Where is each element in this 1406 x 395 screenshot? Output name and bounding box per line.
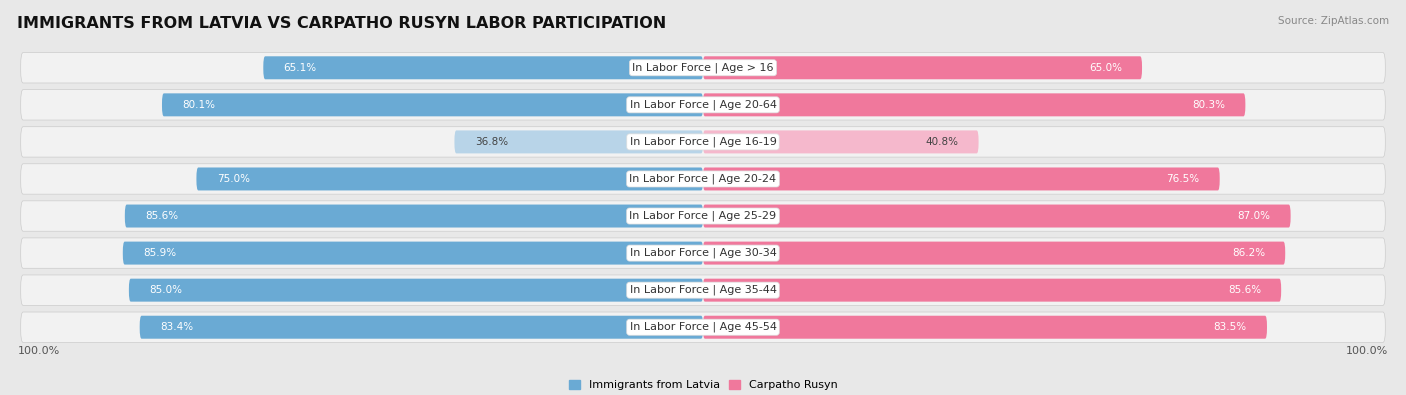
FancyBboxPatch shape [703,167,1219,190]
Text: In Labor Force | Age 16-19: In Labor Force | Age 16-19 [630,137,776,147]
FancyBboxPatch shape [703,242,1285,265]
FancyBboxPatch shape [21,164,1385,194]
Text: 36.8%: 36.8% [475,137,508,147]
FancyBboxPatch shape [703,130,979,153]
FancyBboxPatch shape [21,90,1385,120]
Text: 40.8%: 40.8% [925,137,959,147]
FancyBboxPatch shape [21,201,1385,231]
Text: 100.0%: 100.0% [1347,346,1389,357]
Text: 76.5%: 76.5% [1167,174,1199,184]
Text: 65.0%: 65.0% [1088,63,1122,73]
Legend: Immigrants from Latvia, Carpatho Rusyn: Immigrants from Latvia, Carpatho Rusyn [568,380,838,390]
Text: 87.0%: 87.0% [1237,211,1271,221]
Text: 75.0%: 75.0% [217,174,250,184]
Text: 85.9%: 85.9% [143,248,176,258]
Text: In Labor Force | Age 20-64: In Labor Force | Age 20-64 [630,100,776,110]
Text: In Labor Force | Age 25-29: In Labor Force | Age 25-29 [630,211,776,221]
FancyBboxPatch shape [263,56,703,79]
Text: 85.6%: 85.6% [1227,285,1261,295]
Text: 80.3%: 80.3% [1192,100,1225,110]
FancyBboxPatch shape [21,312,1385,342]
FancyBboxPatch shape [129,278,703,302]
Text: 85.6%: 85.6% [145,211,179,221]
Text: 80.1%: 80.1% [183,100,215,110]
FancyBboxPatch shape [703,56,1142,79]
Text: 83.4%: 83.4% [160,322,193,332]
FancyBboxPatch shape [703,205,1291,228]
Text: Source: ZipAtlas.com: Source: ZipAtlas.com [1278,16,1389,26]
FancyBboxPatch shape [21,127,1385,157]
FancyBboxPatch shape [21,238,1385,268]
Text: IMMIGRANTS FROM LATVIA VS CARPATHO RUSYN LABOR PARTICIPATION: IMMIGRANTS FROM LATVIA VS CARPATHO RUSYN… [17,16,666,31]
FancyBboxPatch shape [122,242,703,265]
FancyBboxPatch shape [703,93,1246,117]
FancyBboxPatch shape [125,205,703,228]
Text: In Labor Force | Age 45-54: In Labor Force | Age 45-54 [630,322,776,333]
Text: 85.0%: 85.0% [149,285,183,295]
FancyBboxPatch shape [21,53,1385,83]
FancyBboxPatch shape [197,167,703,190]
FancyBboxPatch shape [21,275,1385,305]
FancyBboxPatch shape [703,316,1267,339]
Text: 83.5%: 83.5% [1213,322,1247,332]
Text: In Labor Force | Age > 16: In Labor Force | Age > 16 [633,62,773,73]
Text: 100.0%: 100.0% [17,346,59,357]
FancyBboxPatch shape [162,93,703,117]
Text: 86.2%: 86.2% [1232,248,1265,258]
Text: 65.1%: 65.1% [284,63,316,73]
Text: In Labor Force | Age 35-44: In Labor Force | Age 35-44 [630,285,776,295]
FancyBboxPatch shape [703,278,1281,302]
Text: In Labor Force | Age 30-34: In Labor Force | Age 30-34 [630,248,776,258]
FancyBboxPatch shape [139,316,703,339]
Text: In Labor Force | Age 20-24: In Labor Force | Age 20-24 [630,174,776,184]
FancyBboxPatch shape [454,130,703,153]
